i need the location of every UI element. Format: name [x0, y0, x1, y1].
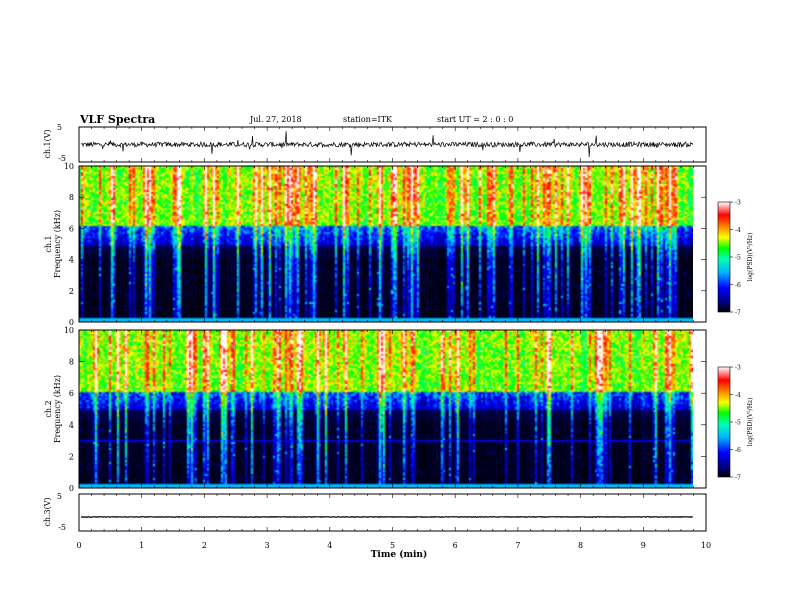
ch1-ytick-top: 5: [57, 123, 62, 132]
ch3-ytick-top: 5: [57, 492, 62, 501]
ch3-ytick-bottom: -5: [58, 523, 66, 532]
ch3-waveform-frame: [78, 493, 707, 532]
ch3-ylabel: ch.3(V): [43, 497, 52, 526]
x-axis-ticks: 0 1 2 3 4 5 6 7 8 9 10: [76, 541, 711, 550]
ch2-spectrogram-panel: 0 2 4 6 8 10 ch.2 Frequency (kHz): [44, 326, 707, 493]
y-tick-label: 6: [69, 224, 74, 233]
ch1-spectrogram-panel: 0 2 4 6 8 10 ch.1 Frequency (kHz): [44, 162, 707, 327]
ch1-spectrogram-image: [79, 166, 693, 322]
x-tick-label: 6: [453, 541, 458, 550]
y-tick-label: 10: [64, 162, 74, 171]
ch1-ytick-bottom: -5: [58, 154, 66, 163]
station-label: station=ITK: [343, 115, 393, 124]
y-tick-label: 0: [69, 318, 74, 327]
y-tick-label: 0: [69, 484, 74, 493]
colorbar-tick-label: -5: [735, 255, 741, 262]
ch3-waveform-ticks: [78, 494, 707, 531]
y-tick-label: 10: [64, 326, 74, 335]
ch2-colorbar-ticks: -3 -4 -5 -6 -7: [730, 365, 741, 482]
ch2-spectrogram-yticks: 0 2 4 6 8 10: [64, 326, 707, 493]
ch1-colorbar-ticks: -3 -4 -5 -6 -7: [730, 200, 741, 317]
x-tick-label: 0: [76, 541, 81, 550]
colorbar-tick-label: -3: [735, 200, 741, 207]
date-label: Jul. 27, 2018: [249, 115, 302, 124]
y-tick-label: 8: [69, 358, 74, 367]
start-time-label: start UT = 2 : 0 : 0: [437, 115, 513, 124]
ch1-spectrogram-ylabel-channel: ch.1: [44, 235, 53, 252]
y-tick-label: 6: [69, 389, 74, 398]
colorbar-tick-label: -3: [735, 365, 741, 372]
ch3-waveform-panel: 5 -5 ch.3(V): [43, 492, 707, 532]
colorbar-tick-label: -6: [735, 282, 741, 289]
x-tick-label: 9: [641, 541, 646, 550]
colorbar-tick-label: -7: [735, 310, 741, 317]
y-tick-label: 4: [69, 421, 74, 430]
y-tick-label: 2: [69, 287, 74, 296]
x-tick-label: 3: [265, 541, 270, 550]
x-tick-label: 4: [327, 541, 332, 550]
figure-title: VLF Spectra: [79, 113, 155, 126]
ch1-spectrogram-ylabel-frequency: Frequency (kHz): [53, 210, 62, 278]
ch2-spectrogram-image: [79, 330, 693, 488]
y-tick-label: 2: [69, 452, 74, 461]
ch2-colorbar-scale: [717, 366, 731, 478]
ch2-spectrogram-ylabel-channel: ch.2: [44, 400, 53, 417]
colorbar-tick-label: -4: [735, 227, 741, 234]
ch1-colorbar: -3 -4 -5 -6 -7 log(PSD)(V²/Hz): [717, 200, 754, 317]
x-tick-label: 7: [515, 541, 520, 550]
ch1-spectrogram-yticks: 0 2 4 6 8 10: [64, 162, 707, 327]
colorbar-tick-label: -5: [735, 420, 741, 427]
y-tick-label: 4: [69, 256, 74, 265]
colorbar-tick-label: -7: [735, 475, 741, 482]
x-axis-label: Time (min): [371, 549, 428, 560]
x-tick-label: 10: [701, 541, 711, 550]
ch1-waveform-panel: 5 -5 ch.1(V): [43, 123, 707, 163]
x-tick-label: 2: [202, 541, 207, 550]
ch1-waveform-trace: [80, 131, 694, 158]
ch2-spectrogram-ylabel-frequency: Frequency (kHz): [53, 375, 62, 443]
ch1-waveform-ticks: [78, 127, 707, 162]
ch1-colorbar-scale: [717, 201, 731, 313]
x-tick-label: 5: [390, 541, 395, 550]
ch1-ylabel: ch.1(V): [43, 129, 52, 158]
x-tick-label: 1: [139, 541, 144, 550]
y-tick-label: 8: [69, 193, 74, 202]
colorbar-tick-label: -6: [735, 447, 741, 454]
ch2-colorbar: -3 -4 -5 -6 -7 log(PSD)(V²/Hz): [717, 365, 754, 482]
colorbar-tick-label: -4: [735, 392, 741, 399]
ch3-waveform-trace: [80, 515, 693, 518]
x-tick-label: 8: [578, 541, 583, 550]
ch1-colorbar-label: log(PSD)(V²/Hz): [747, 233, 754, 282]
ch2-colorbar-label: log(PSD)(V²/Hz): [747, 398, 754, 447]
